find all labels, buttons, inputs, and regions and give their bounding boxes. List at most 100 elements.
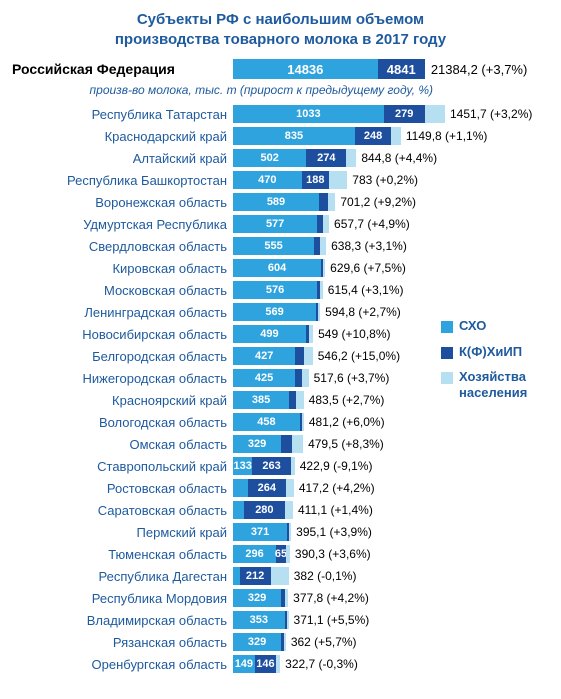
table-row: Воронежская область589701,2 (+9,2%) bbox=[8, 191, 553, 213]
chart-title: Субъекты РФ с наибольшим объемом произво… bbox=[8, 10, 553, 49]
seg-household bbox=[329, 171, 347, 189]
seg-household bbox=[276, 655, 280, 673]
row-bar: 835248 bbox=[233, 127, 401, 145]
table-row: Омская область329479,5 (+8,3%) bbox=[8, 433, 553, 455]
seg-skho: 1033 bbox=[233, 105, 384, 123]
chart-area: Республика Татарстан10332791451,7 (+3,2%… bbox=[8, 103, 553, 675]
legend: СХОК(Ф)ХиИПХозяйства населения bbox=[441, 318, 549, 410]
seg-skho: 425 bbox=[233, 369, 295, 387]
seg-household bbox=[320, 281, 323, 299]
row-value: 322,7 (-0,3%) bbox=[285, 657, 358, 671]
seg-household bbox=[291, 457, 295, 475]
seg-kfh: 146 bbox=[255, 655, 276, 673]
row-bar: 499 bbox=[233, 325, 313, 343]
row-value: 657,7 (+4,9%) bbox=[334, 217, 410, 231]
seg-skho bbox=[233, 479, 248, 497]
row-bar: 280 bbox=[233, 501, 293, 519]
row-bar: 427 bbox=[233, 347, 313, 365]
seg-skho: 385 bbox=[233, 391, 289, 409]
row-value: 783 (+0,2%) bbox=[352, 173, 418, 187]
row-value: 615,4 (+3,1%) bbox=[328, 283, 404, 297]
seg-kfh: 263 bbox=[252, 457, 290, 475]
row-label: Свердловская область bbox=[8, 239, 233, 254]
table-row: Ростовская область264 417,2 (+4,2%) bbox=[8, 477, 553, 499]
row-label: Ростовская область bbox=[8, 481, 233, 496]
table-row: Вологодская область458481,2 (+6,0%) bbox=[8, 411, 553, 433]
total-seg-kfh: 4841 bbox=[378, 59, 425, 79]
row-bar: 329 bbox=[233, 435, 303, 453]
seg-skho: 329 bbox=[233, 435, 281, 453]
row-value: 371,1 (+5,5%) bbox=[294, 613, 370, 627]
seg-skho: 353 bbox=[233, 611, 285, 629]
seg-household bbox=[296, 391, 303, 409]
seg-skho: 569 bbox=[233, 303, 316, 321]
row-value: 481,2 (+6,0%) bbox=[309, 415, 385, 429]
row-label: Воронежская область bbox=[8, 195, 233, 210]
row-label: Ленинградская область bbox=[8, 305, 233, 320]
seg-skho: 458 bbox=[233, 413, 300, 431]
row-bar: 1033279 bbox=[233, 105, 445, 123]
row-label: Алтайский край bbox=[8, 151, 233, 166]
row-value: 417,2 (+4,2%) bbox=[299, 481, 375, 495]
table-row: Республика Мордовия329377,8 (+4,2%) bbox=[8, 587, 553, 609]
row-value: 382 (-0,1%) bbox=[294, 569, 357, 583]
row-label: Рязанская область bbox=[8, 635, 233, 650]
seg-skho: 502 bbox=[233, 149, 306, 167]
row-label: Нижегородская область bbox=[8, 371, 233, 386]
row-value: 377,8 (+4,2%) bbox=[293, 591, 369, 605]
seg-household bbox=[323, 259, 325, 277]
seg-skho: 133 bbox=[233, 457, 252, 475]
seg-kfh bbox=[295, 347, 304, 365]
seg-household bbox=[286, 479, 294, 497]
total-bar: 14836484121384,2 (+3,7%) bbox=[233, 59, 553, 79]
row-bar: 502274 bbox=[233, 149, 356, 167]
table-row: Алтайский край502274844,8 (+4,4%) bbox=[8, 147, 553, 169]
row-label: Саратовская область bbox=[8, 503, 233, 518]
row-bar: 555 bbox=[233, 237, 326, 255]
seg-skho: 555 bbox=[233, 237, 314, 255]
row-bar: 576 bbox=[233, 281, 323, 299]
seg-skho: 470 bbox=[233, 171, 302, 189]
seg-household bbox=[285, 501, 293, 519]
row-value: 395,1 (+3,9%) bbox=[296, 525, 372, 539]
row-bar: 133263 bbox=[233, 457, 295, 475]
seg-skho: 149 bbox=[233, 655, 255, 673]
seg-skho: 604 bbox=[233, 259, 321, 277]
row-label: Пермский край bbox=[8, 525, 233, 540]
seg-household bbox=[304, 347, 313, 365]
row-label: Ставропольский край bbox=[8, 459, 233, 474]
seg-household bbox=[302, 413, 304, 431]
seg-skho: 296 bbox=[233, 545, 276, 563]
table-row: Московская область576615,4 (+3,1%) bbox=[8, 279, 553, 301]
legend-swatch bbox=[441, 347, 453, 359]
row-bar: 458 bbox=[233, 413, 304, 431]
seg-kfh: 279 bbox=[384, 105, 425, 123]
row-value: 1149,8 (+1,1%) bbox=[406, 129, 488, 143]
row-value: 362 (+5,7%) bbox=[291, 635, 357, 649]
seg-household bbox=[320, 237, 326, 255]
table-row: Краснодарский край8352481149,8 (+1,1%) bbox=[8, 125, 553, 147]
row-bar: 264 bbox=[233, 479, 294, 497]
row-value: 629,6 (+7,5%) bbox=[330, 261, 406, 275]
row-value: 483,5 (+2,7%) bbox=[309, 393, 385, 407]
row-value: 517,6 (+3,7%) bbox=[314, 371, 390, 385]
seg-household bbox=[302, 369, 309, 387]
row-bar: 577 bbox=[233, 215, 329, 233]
total-label: Российская Федерация bbox=[8, 61, 233, 77]
legend-item: К(Ф)ХиИП bbox=[441, 344, 549, 360]
row-label: Республика Мордовия bbox=[8, 591, 233, 606]
row-value: 549 (+10,8%) bbox=[318, 327, 390, 341]
seg-household bbox=[271, 567, 289, 585]
seg-kfh: 65 bbox=[276, 545, 285, 563]
row-value: 411,1 (+1,4%) bbox=[298, 503, 373, 517]
seg-kfh bbox=[319, 193, 328, 211]
table-row: Тюменская область29665390,3 (+3,6%) bbox=[8, 543, 553, 565]
legend-label: Хозяйства населения bbox=[459, 369, 549, 400]
row-bar: 425 bbox=[233, 369, 309, 387]
row-value: 701,2 (+9,2%) bbox=[340, 195, 416, 209]
row-value: 422,9 (-9,1%) bbox=[300, 459, 373, 473]
row-value: 594,8 (+2,7%) bbox=[325, 305, 401, 319]
seg-skho: 577 bbox=[233, 215, 317, 233]
row-label: Омская область bbox=[8, 437, 233, 452]
seg-kfh bbox=[281, 435, 292, 453]
